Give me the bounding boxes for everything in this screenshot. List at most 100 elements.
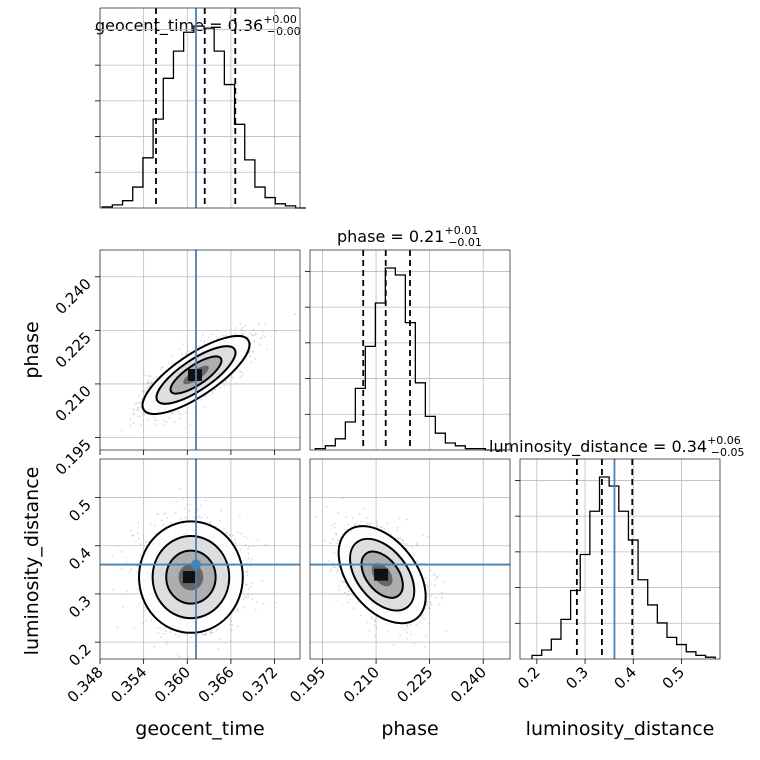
sample-point bbox=[170, 521, 172, 524]
sample-point bbox=[137, 408, 140, 411]
sample-point bbox=[245, 571, 248, 574]
sample-point bbox=[337, 539, 340, 542]
sample-point bbox=[380, 526, 383, 529]
sample-point bbox=[344, 591, 346, 594]
sample-point bbox=[222, 334, 224, 337]
sample-point bbox=[178, 488, 181, 490]
sample-point bbox=[212, 631, 214, 634]
y-tick-label-luminosity_distance: 0.4 bbox=[65, 544, 95, 574]
sample-point bbox=[241, 333, 244, 336]
ylabel-phase: phase bbox=[21, 321, 43, 378]
sample-point bbox=[149, 382, 152, 385]
sample-point bbox=[117, 545, 119, 547]
sample-point bbox=[428, 611, 431, 614]
sample-point bbox=[369, 523, 371, 526]
sample-point bbox=[246, 574, 249, 576]
histogram-luminosity_distance bbox=[531, 476, 716, 659]
sample-point bbox=[228, 533, 231, 536]
sample-point bbox=[201, 633, 204, 636]
sample-point bbox=[252, 339, 255, 342]
sample-point bbox=[190, 636, 192, 639]
sample-point bbox=[251, 350, 254, 353]
sample-point bbox=[229, 640, 232, 642]
sample-point bbox=[406, 637, 408, 640]
sample-point bbox=[385, 622, 388, 625]
sample-point bbox=[239, 371, 242, 373]
sample-point bbox=[242, 606, 245, 609]
sample-point bbox=[181, 497, 184, 500]
x-tick-label-phase: 0.225 bbox=[393, 663, 436, 706]
sample-point bbox=[415, 542, 418, 545]
sample-point bbox=[211, 333, 214, 335]
sample-point bbox=[120, 429, 123, 432]
sample-point bbox=[239, 376, 242, 379]
sample-point bbox=[335, 571, 338, 574]
sample-point bbox=[405, 624, 407, 627]
sample-point bbox=[366, 621, 369, 624]
sample-point bbox=[333, 551, 336, 554]
panel-frame bbox=[99, 249, 301, 451]
x-tick-label-geocent_time: 0.366 bbox=[195, 663, 238, 706]
sample-point bbox=[430, 602, 432, 604]
sample-point bbox=[432, 573, 435, 575]
sample-point bbox=[420, 567, 423, 570]
sample-point bbox=[229, 623, 232, 626]
sample-point bbox=[165, 640, 168, 643]
sample-point bbox=[370, 616, 373, 618]
sample-point bbox=[214, 389, 216, 391]
sample-point bbox=[230, 534, 232, 537]
sample-point bbox=[129, 424, 132, 427]
contour-line-1 bbox=[337, 525, 427, 625]
sample-point bbox=[200, 505, 203, 507]
contour-line-2 bbox=[151, 535, 231, 620]
sample-point bbox=[116, 626, 119, 629]
sample-point bbox=[166, 517, 169, 519]
sample-point bbox=[138, 543, 141, 546]
sample-point bbox=[204, 499, 207, 502]
sample-point bbox=[348, 590, 350, 593]
y-tick-label-phase: 0.240 bbox=[52, 275, 95, 318]
sample-point bbox=[245, 583, 247, 586]
sample-point bbox=[415, 560, 418, 563]
sample-point bbox=[264, 336, 266, 339]
x-tick-label-luminosity_distance: 0.3 bbox=[562, 663, 592, 693]
sample-point bbox=[231, 376, 234, 379]
sample-point bbox=[126, 590, 128, 593]
histogram-phase bbox=[314, 267, 506, 451]
sample-point bbox=[147, 379, 150, 382]
sample-point bbox=[342, 497, 344, 499]
sample-point bbox=[224, 334, 227, 337]
sample-point bbox=[137, 415, 140, 417]
sample-point bbox=[155, 376, 158, 378]
sample-point bbox=[366, 522, 368, 524]
sample-point bbox=[230, 629, 233, 632]
joint-panel-luminosity_distance-vs-phase bbox=[309, 458, 511, 660]
sample-point bbox=[334, 566, 337, 569]
sample-point bbox=[177, 412, 180, 415]
sample-point bbox=[197, 345, 200, 348]
sample-point bbox=[119, 568, 122, 571]
sample-point bbox=[255, 601, 258, 603]
sample-point bbox=[430, 595, 433, 597]
sample-point bbox=[162, 632, 165, 635]
sample-point bbox=[249, 565, 252, 567]
sample-point bbox=[411, 546, 413, 548]
sample-point bbox=[203, 340, 206, 343]
xlabel-luminosity-distance: luminosity_distance bbox=[526, 718, 715, 740]
sample-point bbox=[145, 620, 148, 622]
sample-point bbox=[247, 336, 249, 338]
sample-point bbox=[251, 582, 253, 584]
sample-point bbox=[239, 323, 242, 325]
sample-point bbox=[254, 609, 257, 612]
sample-point bbox=[257, 322, 260, 325]
sample-point bbox=[426, 601, 428, 604]
sample-point bbox=[173, 421, 176, 423]
sample-point bbox=[247, 596, 250, 598]
sample-point bbox=[336, 568, 339, 571]
sample-point bbox=[205, 632, 207, 635]
sample-point bbox=[244, 324, 247, 327]
sample-point bbox=[342, 581, 345, 584]
sample-point bbox=[426, 600, 429, 603]
sample-point bbox=[149, 523, 152, 526]
sample-point bbox=[216, 627, 219, 630]
